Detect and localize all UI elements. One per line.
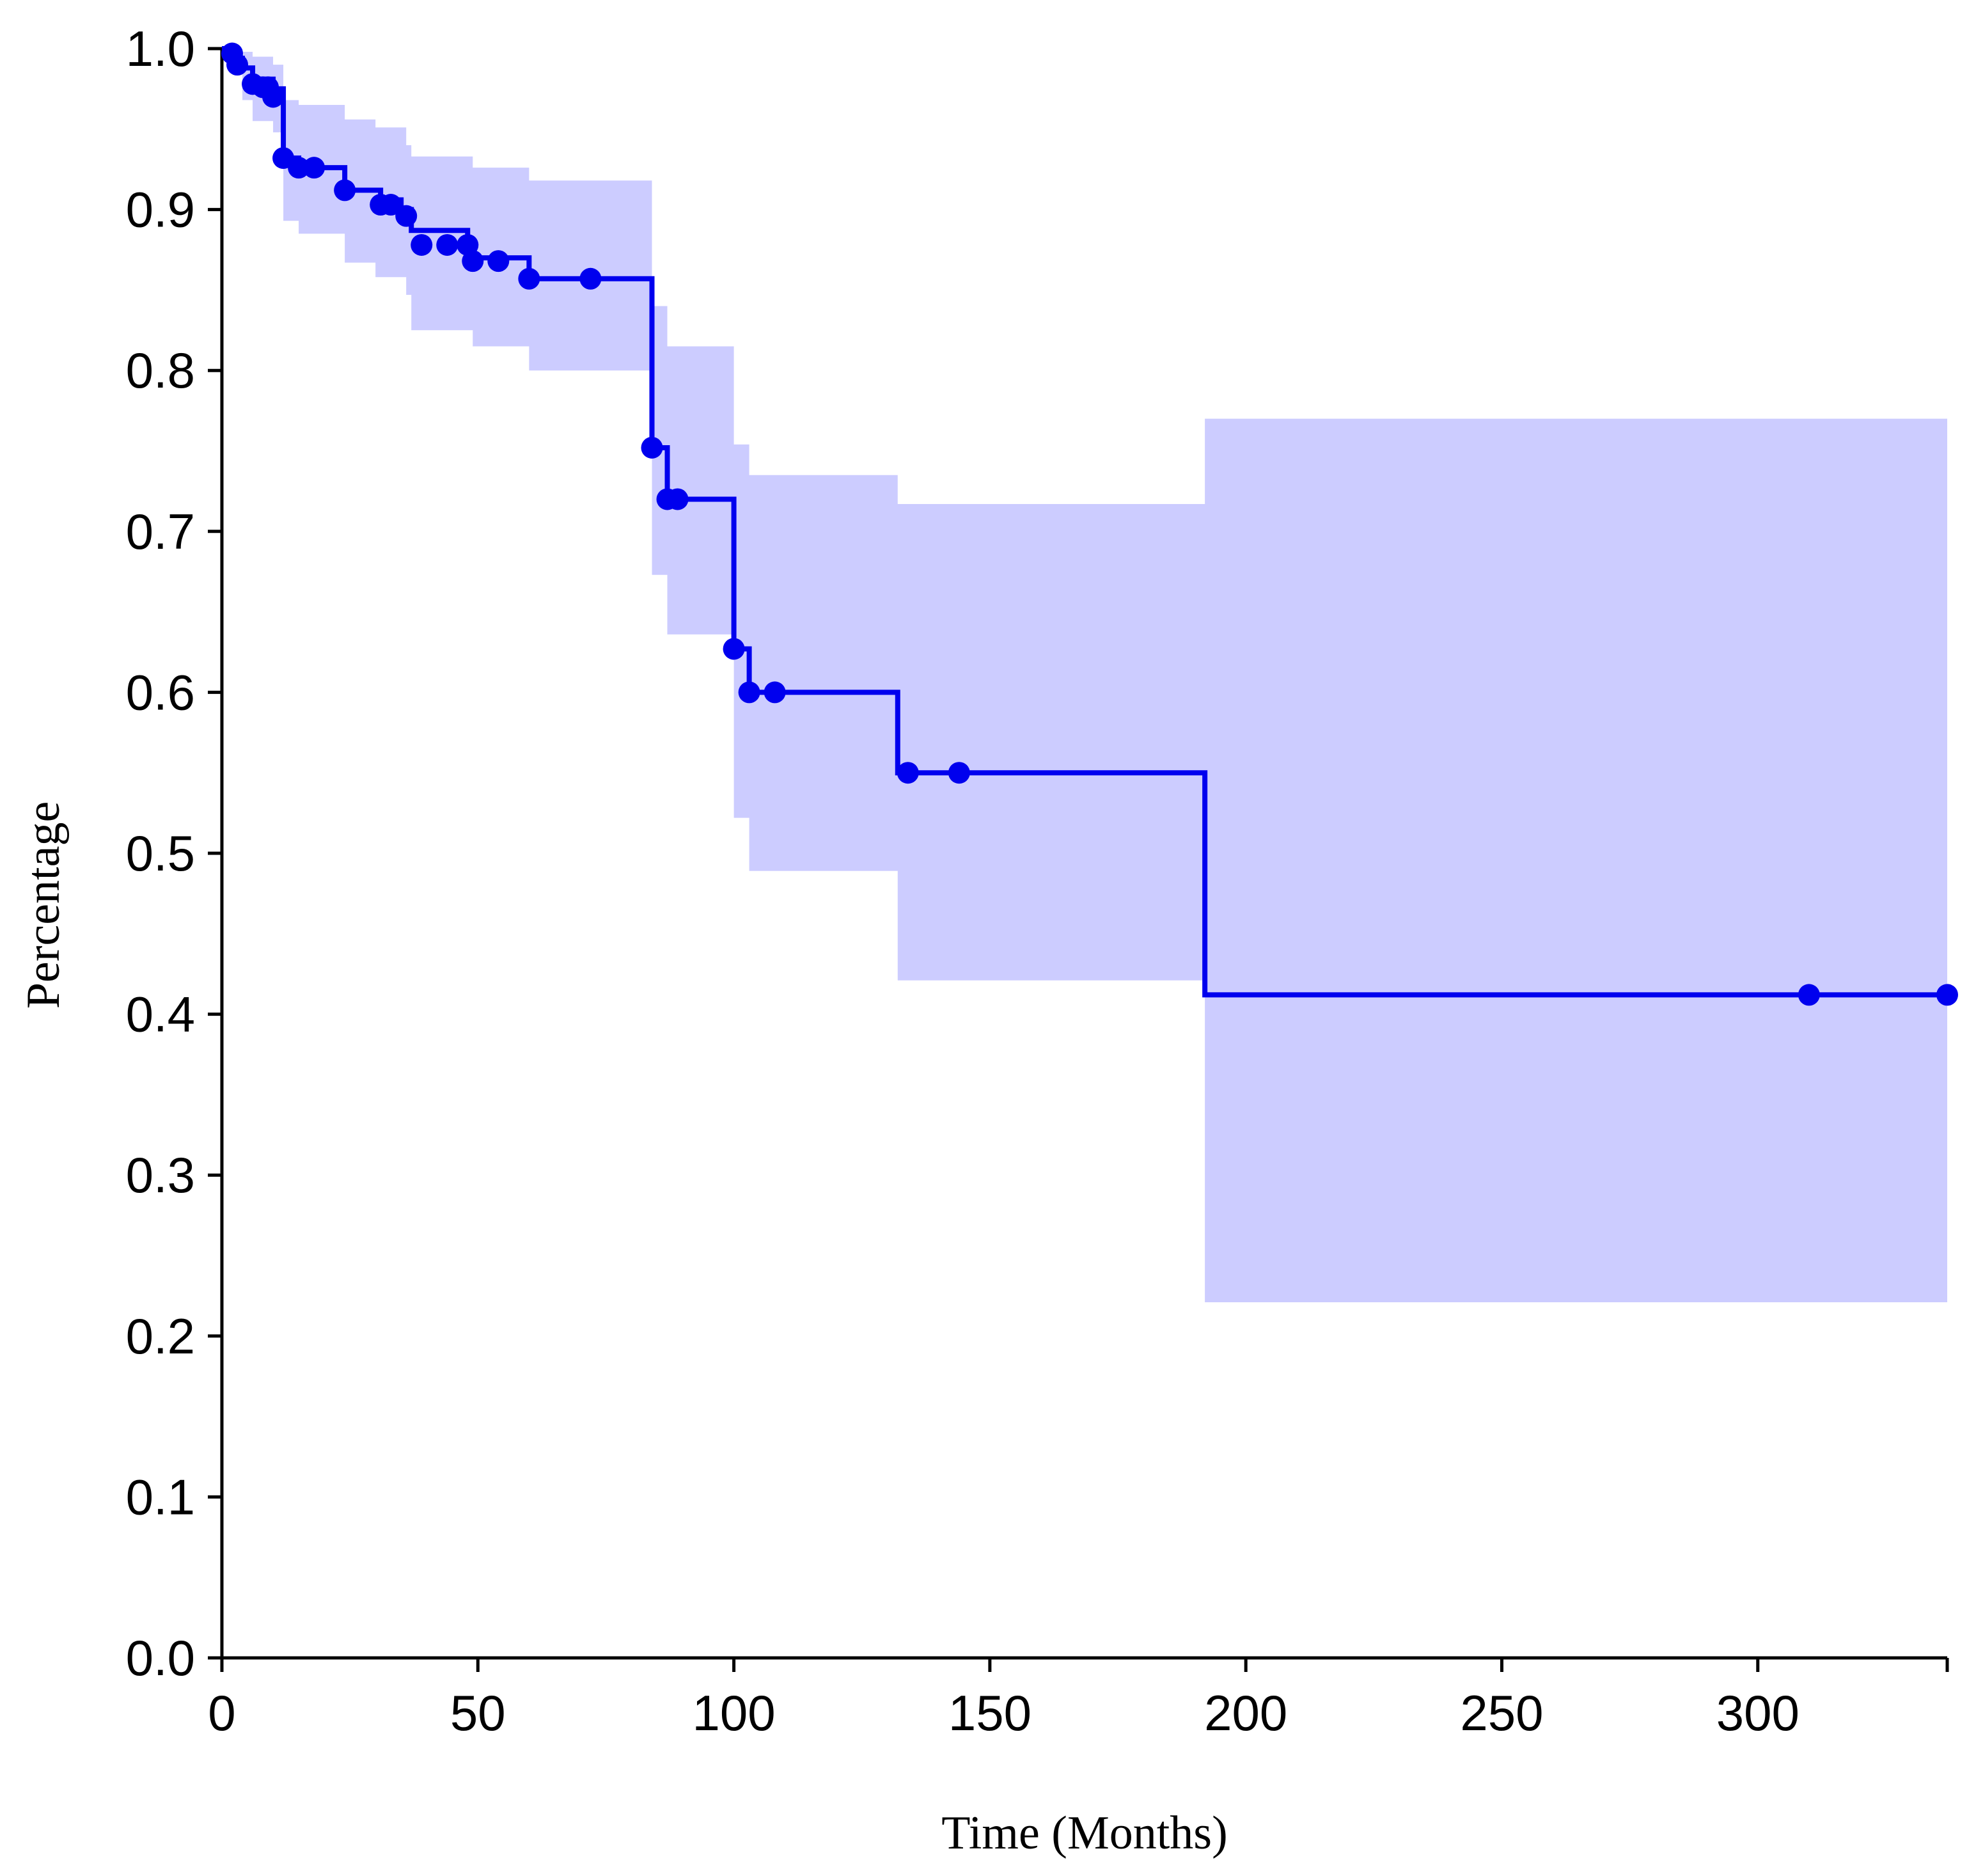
censor-marker (738, 681, 760, 704)
censor-marker (518, 267, 540, 290)
censor-marker (395, 205, 418, 227)
censor-marker (262, 86, 285, 108)
censor-marker (666, 488, 689, 510)
censor-markers (221, 42, 1958, 1006)
y-tick-label: 0.9 (126, 182, 195, 238)
x-tick-label: 0 (208, 1685, 235, 1741)
confidence-band (222, 49, 1947, 1302)
censor-marker (641, 436, 663, 459)
censor-marker (411, 233, 433, 256)
censor-marker (334, 179, 356, 201)
y-tick-label: 0.0 (126, 1630, 195, 1686)
censor-marker (579, 267, 602, 290)
y-tick-label: 1.0 (126, 20, 195, 77)
x-ticks: 0 50 100 150 200 250 300 (208, 1658, 1949, 1741)
censor-marker (462, 250, 484, 272)
x-axis-title: Time (Months) (941, 1807, 1228, 1859)
y-tick-label: 0.6 (126, 664, 195, 720)
x-tick-label: 250 (1460, 1685, 1543, 1741)
y-tick-label: 0.4 (126, 986, 195, 1043)
y-tick-label: 0.2 (126, 1308, 195, 1364)
y-tick-label: 0.3 (126, 1147, 195, 1203)
censor-marker (380, 194, 402, 216)
y-tick-label: 0.1 (126, 1469, 195, 1525)
x-tick-label: 200 (1204, 1685, 1287, 1741)
y-ticks: 0.0 0.1 0.2 0.3 0.4 0.5 0.6 0.7 0.8 0.9 1.0 (126, 20, 222, 1686)
x-tick-label: 50 (450, 1685, 506, 1741)
censor-marker (436, 233, 459, 256)
censor-marker (723, 638, 745, 660)
y-tick-label: 0.5 (126, 825, 195, 881)
censor-marker (897, 762, 919, 784)
censor-marker (487, 250, 510, 272)
y-tick-label: 0.8 (126, 342, 195, 398)
censor-marker (1798, 984, 1820, 1006)
censor-marker (948, 762, 970, 784)
censor-marker (288, 157, 310, 179)
x-tick-label: 100 (693, 1685, 776, 1741)
y-axis-title: Percentage (17, 801, 70, 1009)
x-tick-label: 150 (948, 1685, 1031, 1741)
censor-marker (764, 681, 786, 704)
censor-marker (1936, 984, 1958, 1006)
x-tick-label: 300 (1716, 1685, 1800, 1741)
confidence-band-layer (222, 49, 1947, 1302)
y-tick-label: 0.7 (126, 503, 195, 560)
censor-marker (303, 157, 325, 179)
censor-marker (226, 54, 249, 76)
